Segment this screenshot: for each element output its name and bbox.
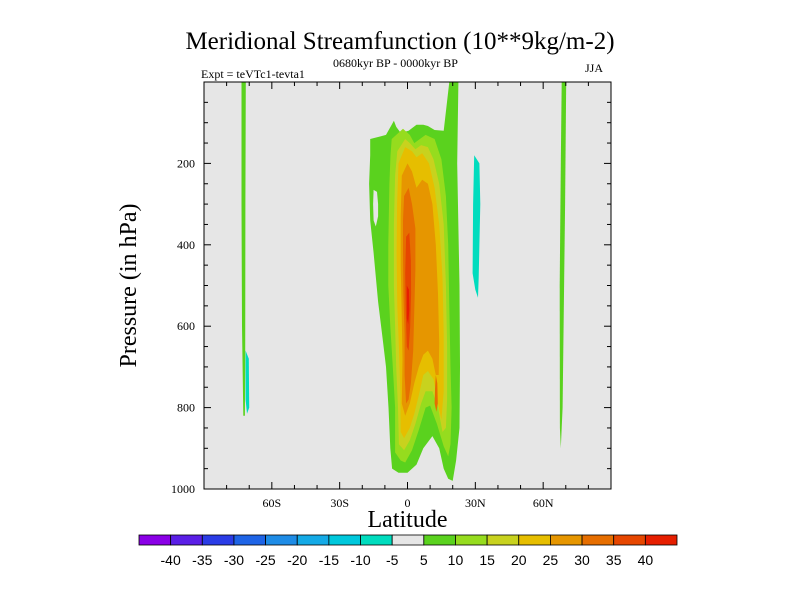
- colorbar-label: 20: [511, 552, 527, 568]
- colorbar-swatch: [138, 534, 172, 546]
- colorbar: -40 -35 -30 -25 -20 -15 -10 -5 5 10 15 20 25 30 35 40: [138, 534, 678, 568]
- colorbar-swatch: [581, 534, 615, 546]
- colorbar-label: -35: [192, 552, 212, 568]
- x-tick-label: 30S: [330, 496, 349, 510]
- colorbar-label: 30: [574, 552, 590, 568]
- colorbar-swatch: [518, 534, 551, 546]
- y-axis-title: Pressure (in hPa): [116, 204, 142, 368]
- colorbar-swatch: [170, 534, 203, 546]
- colorbar-swatch: [391, 534, 425, 546]
- colorbar-label: 25: [543, 552, 559, 568]
- y-tick-label: 1000: [171, 482, 195, 496]
- colorbar-swatch: [455, 534, 488, 546]
- contour-region-center-40: [406, 285, 410, 325]
- y-tick-label: 800: [177, 401, 195, 415]
- contour-region-right-cyan-blob: [472, 155, 481, 298]
- y-tick-label: 600: [177, 319, 195, 333]
- colorbar-swatch: [265, 534, 298, 546]
- colorbar-swatch: [613, 534, 646, 546]
- colorbar-label: -10: [350, 552, 370, 568]
- contour-region-center-30-right: [434, 375, 438, 412]
- y-tick-label: 400: [177, 238, 195, 252]
- colorbar-label: 5: [420, 552, 428, 568]
- colorbar-swatch: [360, 534, 393, 546]
- colorbar-swatch: [423, 534, 456, 546]
- colorbar-label: 15: [479, 552, 495, 568]
- colorbar-label: -40: [161, 552, 181, 568]
- colorbar-label: 35: [606, 552, 622, 568]
- chart-title: Meridional Streamfunction (10**9kg/m-2): [185, 28, 615, 55]
- colorbar-label: 10: [448, 552, 464, 568]
- y-tick-label: 200: [177, 156, 195, 170]
- colorbar-swatch: [201, 534, 235, 546]
- colorbar-swatch: [233, 534, 266, 546]
- x-tick-label: 60N: [533, 496, 554, 510]
- x-axis-ticks: 60S 30S 0 30N 60N: [203, 82, 612, 510]
- x-tick-label: 60S: [262, 496, 281, 510]
- colorbar-swatch: [644, 534, 678, 546]
- contour-regions: [241, 82, 567, 481]
- y-axis-ticks: 200 400 600 800 1000: [171, 81, 611, 496]
- colorbar-label: -20: [287, 552, 307, 568]
- season-label: JJA: [585, 61, 604, 75]
- experiment-label: Expt = teVTc1-tevta1: [201, 67, 305, 81]
- period-label: 0680kyr BP - 0000kyr BP: [333, 56, 458, 70]
- contour-region-center-left-hole: [373, 189, 379, 227]
- contour-region-left-green-strip: [241, 82, 246, 416]
- colorbar-label: 40: [638, 552, 654, 568]
- colorbar-swatch: [486, 534, 520, 546]
- x-tick-label: 0: [405, 496, 411, 510]
- x-tick-label: 30N: [465, 496, 486, 510]
- colorbar-swatch: [328, 534, 361, 546]
- colorbar-label: -5: [386, 552, 399, 568]
- colorbar-label: -25: [255, 552, 275, 568]
- x-axis-title: Latitude: [368, 507, 448, 533]
- contour-region-left-cyan-blob: [245, 350, 250, 414]
- colorbar-swatch: [296, 534, 330, 546]
- colorbar-swatch: [550, 534, 583, 546]
- contour-region-right-green-strip: [559, 82, 567, 449]
- colorbar-label: -15: [319, 552, 339, 568]
- colorbar-label: -30: [224, 552, 244, 568]
